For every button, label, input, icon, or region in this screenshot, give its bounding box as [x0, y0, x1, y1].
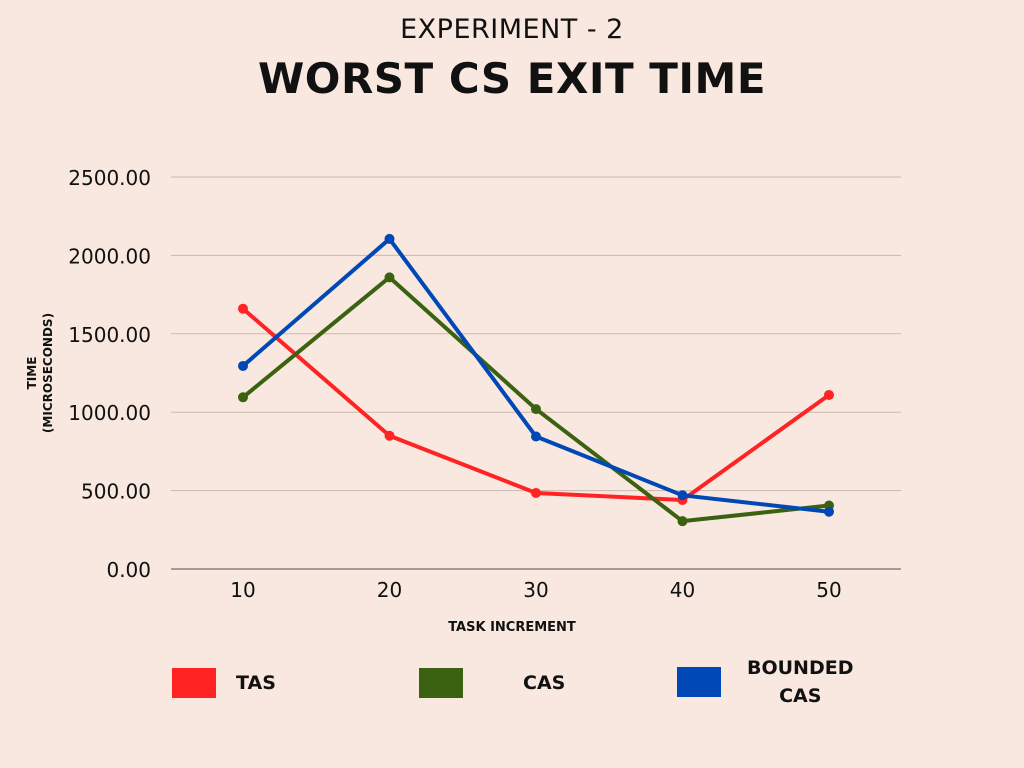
- y-axis-label-line2: (MICROSECONDS): [41, 313, 55, 433]
- data-point-cas: [384, 272, 395, 283]
- data-point-tas: [824, 389, 834, 400]
- data-point-bounded-cas: [384, 233, 395, 244]
- chart-title: WORST CS EXIT TIME: [257, 54, 767, 103]
- legend-label-cas: CAS: [523, 672, 566, 694]
- data-point-cas: [531, 404, 541, 415]
- data-point-tas: [384, 430, 395, 441]
- legend-label-bounded-cas: BOUNDED CAS: [747, 654, 854, 710]
- data-point-cas: [238, 392, 248, 403]
- y-tick-label: 1000.00: [68, 401, 151, 425]
- legend-item-cas: CAS: [419, 668, 565, 698]
- data-point-tas: [531, 487, 541, 498]
- y-tick-label: 0.00: [106, 558, 151, 582]
- x-tick-label: 20: [377, 578, 402, 602]
- x-tick-label: 40: [670, 578, 695, 602]
- legend-swatch-bounded-cas: [677, 667, 721, 697]
- y-axis-label-line1: TIME: [25, 357, 39, 390]
- data-point-bounded-cas: [677, 490, 688, 501]
- legend-label-tas: TAS: [236, 672, 276, 694]
- x-axis-label: TASK INCREMENT: [448, 620, 576, 635]
- x-tick-label: 30: [523, 578, 548, 602]
- series-line-bounded-cas: [241, 236, 831, 514]
- legend-swatch-tas: [172, 668, 216, 698]
- y-axis-label: TIME (MICROSECONDS): [25, 313, 55, 433]
- legend-item-bounded-cas: BOUNDED CAS: [677, 654, 854, 710]
- legend-label-bounded-cas-line2: CAS: [779, 685, 822, 707]
- y-tick-label: 2500.00: [68, 166, 151, 190]
- legend-label-bounded-cas-line1: BOUNDED: [747, 657, 854, 679]
- data-point-tas: [238, 303, 248, 314]
- x-tick-label: 10: [230, 578, 255, 602]
- chart-subtitle: EXPERIMENT - 2: [400, 14, 624, 45]
- data-point-bounded-cas: [238, 360, 248, 371]
- data-point-bounded-cas: [824, 506, 834, 517]
- data-point-cas: [677, 516, 688, 527]
- legend-swatch-cas: [419, 668, 463, 698]
- legend-item-tas: TAS: [172, 668, 276, 698]
- y-tick-label: 2000.00: [68, 244, 151, 268]
- y-tick-label: 500.00: [81, 480, 151, 504]
- series-line-cas: [241, 275, 831, 524]
- y-tick-label: 1500.00: [68, 323, 151, 347]
- x-tick-label: 50: [816, 578, 841, 602]
- data-point-bounded-cas: [531, 431, 541, 442]
